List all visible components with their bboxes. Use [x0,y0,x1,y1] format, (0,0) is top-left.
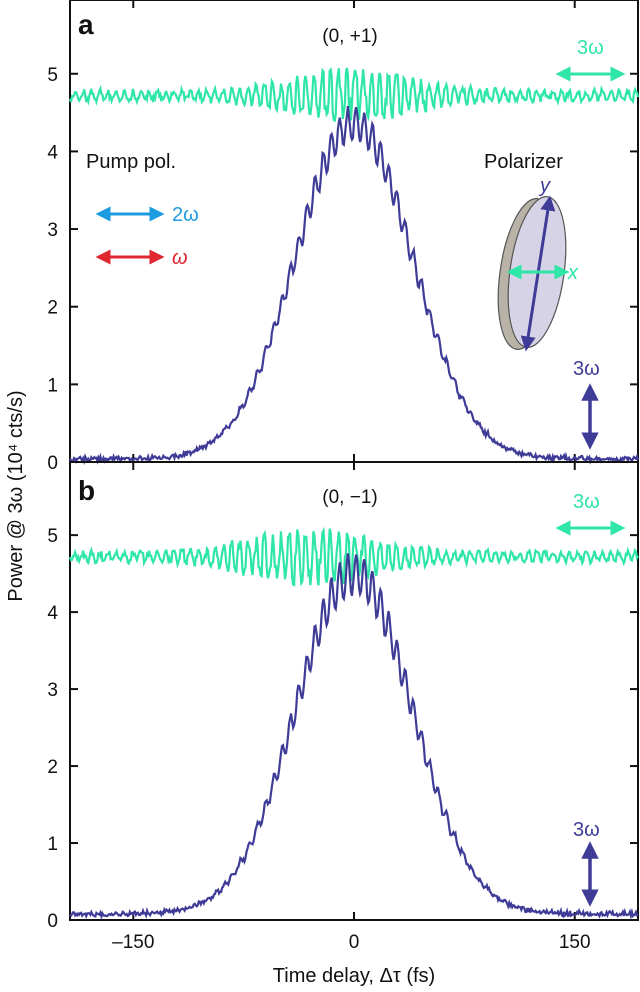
panel-b-ticks [70,462,638,921]
panel-b-y-tick-label: 0 [47,911,58,932]
panel-a-y-tick-label: 5 [47,65,58,86]
panel-b-letter: b [78,475,95,506]
polarizer-x-label: x [567,262,579,284]
panel-b: 0 1 2 3 4 5 –150 0 150 b (0, −1) 3ω 3ω [47,461,639,953]
polarizer-label: Polarizer [484,151,563,173]
x-axis-label: Time delay, Δτ (fs) [273,965,435,987]
panel-b-y-tick-label: 3 [47,680,58,701]
panel-a-title: (0, +1) [322,26,377,47]
panel-a-y-tick-label: 0 [47,453,58,474]
panel-b-green-3omega-label: 3ω [573,491,600,513]
x-tick-label: –150 [112,932,154,953]
panel-b-y-tick-label: 5 [47,526,58,547]
panel-b-series-purple-line [69,553,639,921]
panel-a-series-purple-line [69,106,640,466]
pump-2omega-label: 2ω [172,204,199,226]
panel-b-y-tick-label: 4 [47,603,58,624]
panel-a-series-green-line [68,66,640,123]
panel-b-tick-labels: 0 1 2 3 4 5 –150 0 150 [47,526,590,953]
panel-a-y-tick-label: 1 [47,375,58,396]
panel-a-tick-labels: 0 1 2 3 4 5 [47,65,58,474]
x-tick-label: 150 [559,932,591,953]
panel-a: 0 1 2 3 4 5 a (0, +1) 3ω Pump pol. 2ω ω Polar… [47,0,640,474]
x-tick-label: 0 [349,932,360,953]
panel-b-frame [69,461,639,921]
panel-a-letter: a [78,9,94,40]
panel-a-y-tick-label: 2 [47,298,58,319]
panel-b-title: (0, −1) [322,487,377,508]
y-axis-label: Power @ 3ω (10⁴ cts/s) [5,390,27,601]
panel-a-y-tick-label: 4 [47,142,58,163]
panel-b-y-tick-label: 2 [47,757,58,778]
panel-b-y-tick-label: 1 [47,834,58,855]
polarizer-y-label: y [538,175,551,197]
panel-a-purple-3omega-label: 3ω [573,358,600,380]
panel-a-y-tick-label: 3 [47,220,58,241]
pump-omega-label: ω [172,247,188,269]
polarizer-icon [497,195,570,352]
pump-pol-label: Pump pol. [86,151,176,173]
panel-b-series-green-line [68,526,639,587]
panel-a-green-3omega-label: 3ω [577,37,604,59]
panel-b-purple-3omega-label: 3ω [573,819,600,841]
